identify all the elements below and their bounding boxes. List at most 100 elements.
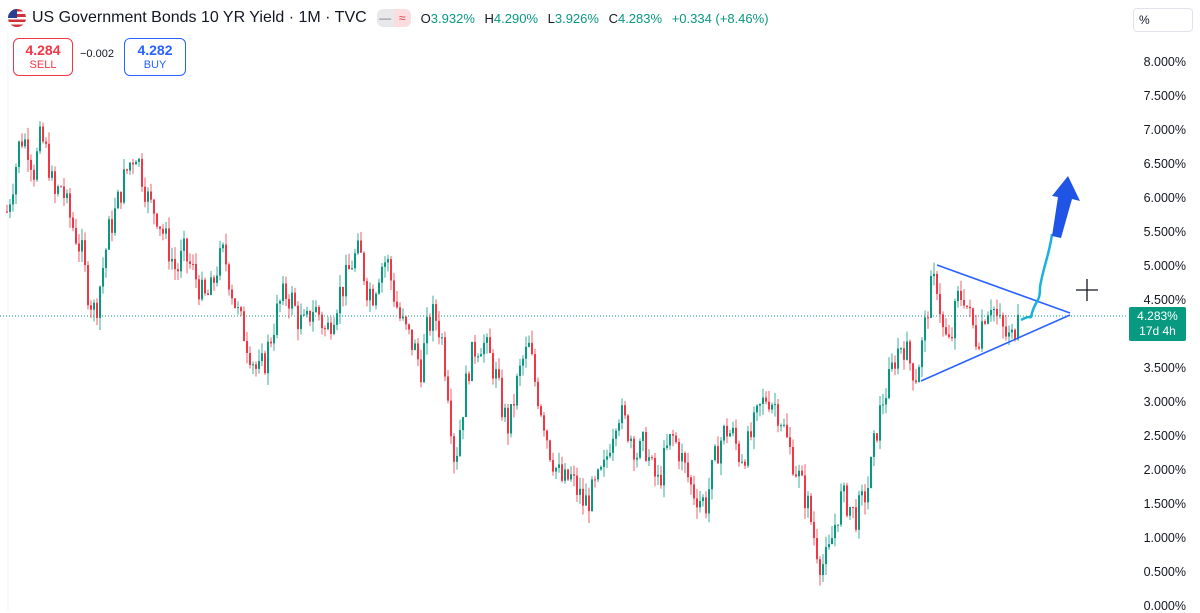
candle-body xyxy=(513,404,515,406)
candle-body xyxy=(738,443,740,463)
candle-body xyxy=(564,469,566,481)
candle-body xyxy=(117,191,119,209)
candle-body xyxy=(486,337,488,343)
current-price-tag: 4.283% 17d 4h xyxy=(1129,307,1186,341)
indicator-pill[interactable]: — ≈ xyxy=(376,9,411,27)
candle-body xyxy=(954,301,956,339)
symbol-title[interactable]: US Government Bonds 10 YR Yield · 1M · T… xyxy=(32,9,367,26)
candle-body xyxy=(624,405,626,416)
candle-body xyxy=(183,238,185,251)
candle-body xyxy=(759,403,761,406)
buy-button[interactable]: 4.282 BUY xyxy=(124,38,186,76)
candle-body xyxy=(600,467,602,470)
candle-body xyxy=(894,362,896,369)
candle-body xyxy=(255,364,257,369)
candle-body xyxy=(9,204,11,212)
candle-body xyxy=(384,262,386,267)
candle-body xyxy=(477,356,479,358)
candle-body xyxy=(444,337,446,377)
candle-body xyxy=(42,126,44,142)
candle-body xyxy=(171,258,173,262)
candle-body xyxy=(432,304,434,331)
candles-group xyxy=(6,121,1019,586)
scale-unit-button[interactable]: % xyxy=(1133,8,1193,32)
candle-body xyxy=(495,369,497,379)
candle-body xyxy=(606,456,608,460)
candle-body xyxy=(108,219,110,250)
candle-body xyxy=(372,288,374,306)
candle-body xyxy=(351,268,353,270)
candle-body xyxy=(579,488,581,495)
candle-body xyxy=(519,365,521,376)
candle-body xyxy=(87,265,89,306)
candle-body xyxy=(249,352,251,366)
candle-body xyxy=(582,488,584,506)
candle-body xyxy=(912,363,914,381)
candle-body xyxy=(102,268,104,287)
wave-icon[interactable]: ≈ xyxy=(393,9,411,27)
candle-body xyxy=(735,427,737,444)
triangle-lower-line xyxy=(920,314,1071,382)
candle-body xyxy=(621,405,623,424)
candle-body xyxy=(420,359,422,383)
candle-body xyxy=(657,474,659,477)
spread-value: −0.002 xyxy=(80,48,114,60)
buy-price: 4.282 xyxy=(137,42,173,58)
candle-body xyxy=(804,475,806,509)
candle-body xyxy=(366,281,368,301)
candle-body xyxy=(783,424,785,426)
triangle-pattern xyxy=(920,264,1071,382)
candle-body xyxy=(231,289,233,299)
candle-body xyxy=(378,282,380,294)
candle-body xyxy=(144,186,146,202)
candle-body xyxy=(963,300,965,306)
y-tick-label: 8.000% xyxy=(1143,55,1186,69)
candle-body xyxy=(99,286,101,318)
candle-body xyxy=(285,283,287,300)
candle-body xyxy=(369,288,371,301)
candle-body xyxy=(15,167,17,195)
y-tick-label: 3.500% xyxy=(1143,361,1186,375)
candle-body xyxy=(831,538,833,545)
candle-body xyxy=(891,362,893,370)
y-tick-label: 6.000% xyxy=(1143,191,1186,205)
candle-body xyxy=(438,320,440,338)
candle-body xyxy=(888,369,890,399)
candle-body xyxy=(543,415,545,431)
candle-body xyxy=(216,275,218,283)
candle-body xyxy=(177,269,179,272)
candle-body xyxy=(501,377,503,418)
crosshair-icon xyxy=(1076,279,1098,301)
candle-body xyxy=(396,301,398,308)
minus-icon[interactable]: — xyxy=(376,9,394,27)
buy-label: BUY xyxy=(143,59,167,71)
candle-body xyxy=(282,283,284,301)
candle-body xyxy=(711,460,713,490)
candle-body xyxy=(546,430,548,441)
candle-body xyxy=(798,470,800,477)
candle-body xyxy=(762,397,764,404)
candle-body xyxy=(588,495,590,512)
y-tick-label: 4.500% xyxy=(1143,293,1186,307)
candle-body xyxy=(327,322,329,330)
candle-body xyxy=(393,280,395,302)
candle-body xyxy=(699,501,701,508)
candle-body xyxy=(84,240,86,266)
candle-body xyxy=(636,457,638,460)
candle-body xyxy=(765,397,767,402)
candle-body xyxy=(204,279,206,294)
candle-body xyxy=(552,460,554,472)
candle-body xyxy=(222,244,224,249)
candle-body xyxy=(345,264,347,297)
y-tick-label: 2.000% xyxy=(1143,463,1186,477)
candle-body xyxy=(459,430,461,456)
candle-body xyxy=(30,159,32,170)
sell-button[interactable]: 4.284 SELL xyxy=(13,38,73,76)
candle-body xyxy=(672,434,674,436)
candle-body xyxy=(417,343,419,360)
candle-body xyxy=(813,522,815,539)
candle-body xyxy=(360,240,362,253)
candle-body xyxy=(555,467,557,472)
candle-body xyxy=(324,328,326,330)
